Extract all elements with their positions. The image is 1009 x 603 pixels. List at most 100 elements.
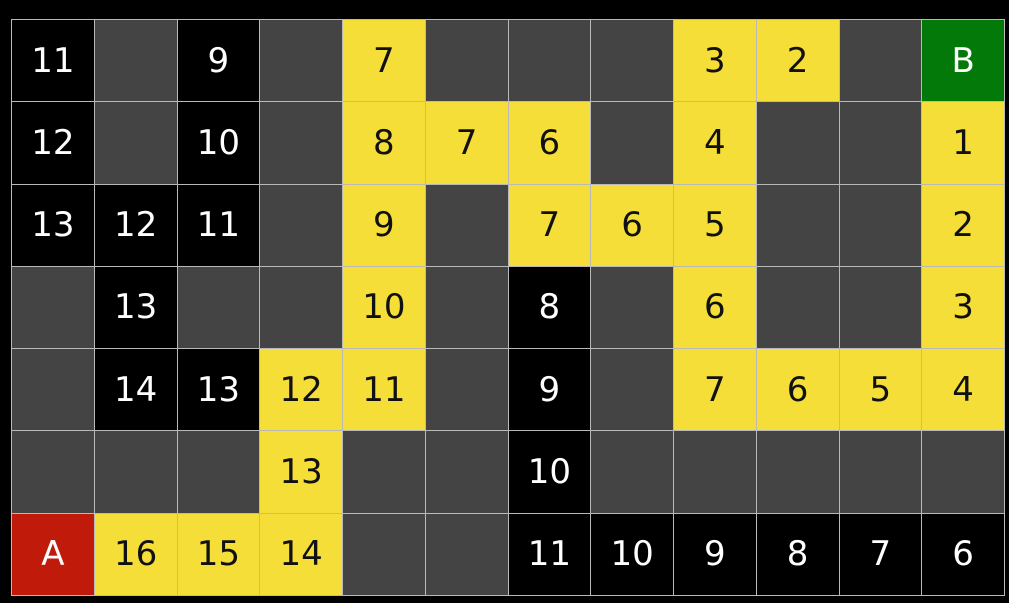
path-cell[interactable]: 6 — [673, 265, 757, 350]
unvisited-cell[interactable] — [424, 265, 509, 350]
unvisited-cell[interactable] — [755, 183, 840, 267]
unvisited-cell[interactable] — [921, 430, 1005, 514]
path-cell[interactable]: 7 — [507, 183, 592, 267]
path-cell[interactable]: 14 — [259, 512, 343, 596]
path-cell[interactable]: 11 — [342, 348, 426, 432]
unvisited-cell[interactable] — [176, 430, 261, 514]
visited-cell[interactable]: 9 — [176, 18, 261, 103]
unvisited-cell[interactable] — [11, 265, 95, 350]
path-cell[interactable]: 5 — [838, 348, 923, 432]
unvisited-cell[interactable] — [590, 265, 674, 350]
unvisited-cell[interactable] — [259, 18, 343, 103]
path-cell[interactable]: 6 — [755, 348, 840, 432]
path-cell[interactable]: 2 — [755, 18, 840, 103]
unvisited-cell[interactable] — [590, 348, 674, 432]
unvisited-cell[interactable] — [590, 101, 674, 185]
visited-cell[interactable]: 14 — [93, 348, 178, 432]
pathfinding-grid: 11 9 7 3 2 B 12 10 8 7 6 4 1 13 12 11 9 7 6 5 2 13 10 8 6 3 14 13 12… — [11, 18, 1005, 596]
cell-label: 7 — [455, 122, 478, 163]
cell-label: 6 — [704, 287, 726, 328]
path-cell[interactable]: 15 — [176, 512, 261, 596]
visited-cell[interactable]: 10 — [507, 430, 592, 514]
path-cell[interactable]: 3 — [673, 18, 757, 103]
visited-cell[interactable]: 7 — [838, 512, 923, 596]
path-cell[interactable]: 9 — [342, 183, 426, 267]
path-cell[interactable]: 2 — [921, 183, 1005, 267]
unvisited-cell[interactable] — [838, 183, 923, 267]
unvisited-cell[interactable] — [424, 512, 509, 596]
unvisited-cell[interactable] — [507, 18, 592, 103]
unvisited-cell[interactable] — [342, 512, 426, 596]
cell-label: 15 — [196, 534, 240, 575]
path-cell[interactable]: 12 — [259, 348, 343, 432]
path-cell[interactable]: 7 — [424, 101, 509, 185]
unvisited-cell[interactable] — [673, 430, 757, 514]
visited-cell[interactable]: 12 — [11, 101, 95, 185]
visited-cell[interactable]: 9 — [673, 512, 757, 596]
visited-cell[interactable]: 10 — [590, 512, 674, 596]
unvisited-cell[interactable] — [259, 265, 343, 350]
cell-label: 14 — [113, 369, 158, 410]
visited-cell[interactable]: 11 — [507, 512, 592, 596]
unvisited-cell[interactable] — [590, 430, 674, 514]
unvisited-cell[interactable] — [424, 18, 509, 103]
path-cell[interactable]: 8 — [342, 101, 426, 185]
path-cell[interactable]: 4 — [673, 101, 757, 185]
visited-cell[interactable]: 10 — [176, 101, 261, 185]
unvisited-cell[interactable] — [342, 430, 426, 514]
visited-cell[interactable]: 13 — [11, 183, 95, 267]
visited-cell[interactable]: 11 — [176, 183, 261, 267]
visited-cell[interactable]: 8 — [507, 265, 592, 350]
path-cell[interactable]: 13 — [259, 430, 343, 514]
unvisited-cell[interactable] — [755, 101, 840, 185]
path-cell[interactable]: 6 — [507, 101, 592, 185]
path-cell[interactable]: 4 — [921, 348, 1005, 432]
unvisited-cell[interactable] — [838, 265, 923, 350]
visited-cell[interactable]: 13 — [176, 348, 261, 432]
unvisited-cell[interactable] — [11, 430, 95, 514]
cell-label: 4 — [952, 369, 974, 410]
unvisited-cell[interactable] — [755, 265, 840, 350]
unvisited-cell[interactable] — [424, 430, 509, 514]
start-cell-a[interactable]: A — [11, 512, 95, 596]
unvisited-cell[interactable] — [11, 348, 95, 432]
cell-label: 8 — [373, 122, 395, 163]
cell-label: 3 — [704, 40, 726, 81]
path-cell[interactable]: 3 — [921, 265, 1005, 350]
unvisited-cell[interactable] — [755, 430, 840, 514]
path-cell[interactable]: 6 — [590, 183, 674, 267]
visited-cell[interactable]: 12 — [93, 183, 178, 267]
cell-label: 9 — [373, 205, 395, 246]
cell-label: 11 — [31, 40, 75, 81]
cell-label: 7 — [704, 369, 726, 410]
path-cell[interactable]: 1 — [921, 101, 1005, 185]
path-cell[interactable]: 5 — [673, 183, 757, 267]
visited-cell[interactable]: 13 — [93, 265, 178, 350]
path-cell[interactable]: 7 — [673, 348, 757, 432]
unvisited-cell[interactable] — [838, 18, 923, 103]
cell-label: 6 — [538, 122, 561, 163]
visited-cell[interactable]: 6 — [921, 512, 1005, 596]
visited-cell[interactable]: 9 — [507, 348, 592, 432]
unvisited-cell[interactable] — [838, 430, 923, 514]
unvisited-cell[interactable] — [93, 101, 178, 185]
unvisited-cell[interactable] — [93, 430, 178, 514]
path-cell[interactable]: 16 — [93, 512, 178, 596]
path-cell[interactable]: 7 — [342, 18, 426, 103]
cell-label: 14 — [279, 534, 323, 575]
goal-cell-b[interactable]: B — [921, 18, 1005, 103]
unvisited-cell[interactable] — [93, 18, 178, 103]
visited-cell[interactable]: 8 — [755, 512, 840, 596]
path-cell[interactable]: 10 — [342, 265, 426, 350]
unvisited-cell[interactable] — [176, 265, 261, 350]
cell-label: A — [41, 534, 65, 575]
visited-cell[interactable]: 11 — [11, 18, 95, 103]
unvisited-cell[interactable] — [424, 348, 509, 432]
unvisited-cell[interactable] — [259, 183, 343, 267]
unvisited-cell[interactable] — [838, 101, 923, 185]
unvisited-cell[interactable] — [424, 183, 509, 267]
unvisited-cell[interactable] — [259, 101, 343, 185]
cell-label: 1 — [952, 122, 974, 163]
cell-label: 13 — [279, 451, 323, 492]
unvisited-cell[interactable] — [590, 18, 674, 103]
